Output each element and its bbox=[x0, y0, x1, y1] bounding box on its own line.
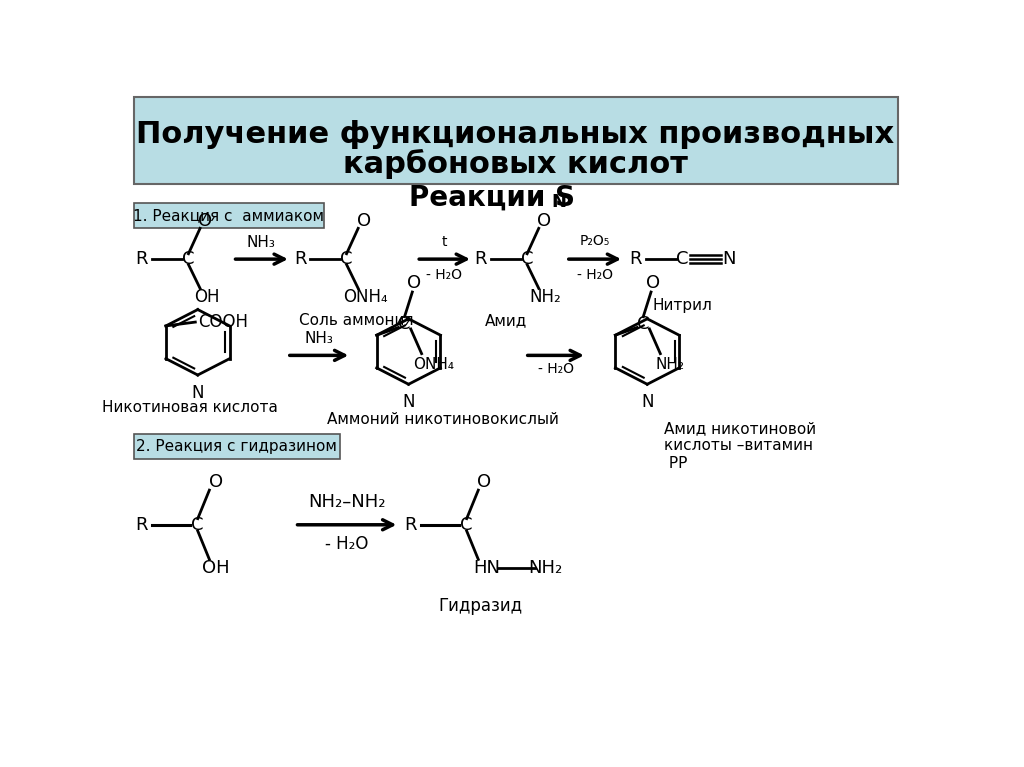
Text: O: O bbox=[356, 212, 371, 229]
Text: R: R bbox=[630, 250, 642, 268]
Text: O: O bbox=[477, 472, 492, 491]
Text: C: C bbox=[191, 515, 204, 534]
Text: NH₃: NH₃ bbox=[305, 331, 334, 346]
Text: C: C bbox=[637, 315, 649, 334]
Text: 2. Реакция с гидразином: 2. Реакция с гидразином bbox=[136, 439, 337, 454]
FancyBboxPatch shape bbox=[134, 203, 324, 229]
Text: Соль аммония: Соль аммония bbox=[299, 313, 414, 328]
Text: - H₂O: - H₂O bbox=[538, 362, 573, 377]
Text: C: C bbox=[340, 250, 353, 268]
FancyBboxPatch shape bbox=[134, 97, 898, 183]
Text: Амид: Амид bbox=[485, 313, 527, 328]
Text: 1. Реакция с  аммиаком: 1. Реакция с аммиаком bbox=[133, 208, 325, 223]
Text: R: R bbox=[136, 515, 148, 534]
Text: HN: HN bbox=[473, 559, 501, 577]
Text: - H₂O: - H₂O bbox=[577, 268, 612, 281]
Text: N: N bbox=[641, 393, 653, 411]
Text: NH₂: NH₂ bbox=[656, 357, 685, 372]
Text: Никотиновая кислота: Никотиновая кислота bbox=[102, 400, 278, 415]
Text: - H₂O: - H₂O bbox=[325, 535, 369, 553]
Text: C: C bbox=[521, 250, 534, 268]
Text: N: N bbox=[191, 384, 204, 402]
Text: R: R bbox=[136, 250, 148, 268]
Text: C: C bbox=[676, 250, 688, 268]
Text: ONH₄: ONH₄ bbox=[343, 288, 387, 306]
Text: N: N bbox=[722, 250, 735, 268]
Text: OH: OH bbox=[202, 559, 229, 577]
Text: Аммоний никотиновокислый: Аммоний никотиновокислый bbox=[328, 412, 559, 426]
Text: - H₂O: - H₂O bbox=[426, 268, 462, 281]
Text: Амид никотиновой
кислоты –витамин
 РР: Амид никотиновой кислоты –витамин РР bbox=[665, 421, 816, 471]
Text: ONH₄: ONH₄ bbox=[414, 357, 455, 372]
Text: COOH: COOH bbox=[199, 313, 249, 331]
Text: N: N bbox=[402, 393, 415, 411]
Text: NH₃: NH₃ bbox=[247, 235, 275, 250]
Text: t: t bbox=[441, 235, 446, 249]
Text: Реакции S: Реакции S bbox=[410, 183, 575, 212]
Text: карбоновых кислот: карбоновых кислот bbox=[343, 150, 688, 179]
Text: R: R bbox=[294, 250, 306, 268]
FancyBboxPatch shape bbox=[134, 434, 340, 459]
Text: O: O bbox=[645, 274, 659, 291]
Text: NH₂: NH₂ bbox=[529, 288, 561, 306]
Text: O: O bbox=[209, 472, 222, 491]
Text: O: O bbox=[407, 274, 421, 291]
Text: N: N bbox=[551, 193, 566, 211]
Text: R: R bbox=[474, 250, 486, 268]
Text: NH₂–NH₂: NH₂–NH₂ bbox=[308, 492, 385, 511]
Text: O: O bbox=[538, 212, 551, 229]
Text: Гидразид: Гидразид bbox=[438, 597, 522, 614]
Text: P₂O₅: P₂O₅ bbox=[580, 235, 609, 249]
Text: O: O bbox=[199, 212, 213, 229]
Text: OH: OH bbox=[195, 288, 220, 306]
Text: Получение функциональных производных: Получение функциональных производных bbox=[136, 120, 895, 149]
Text: NH₂: NH₂ bbox=[527, 559, 562, 577]
Text: C: C bbox=[461, 515, 473, 534]
Text: R: R bbox=[404, 515, 417, 534]
Text: Нитрил: Нитрил bbox=[652, 298, 712, 313]
Text: C: C bbox=[398, 315, 411, 334]
Text: C: C bbox=[182, 250, 195, 268]
